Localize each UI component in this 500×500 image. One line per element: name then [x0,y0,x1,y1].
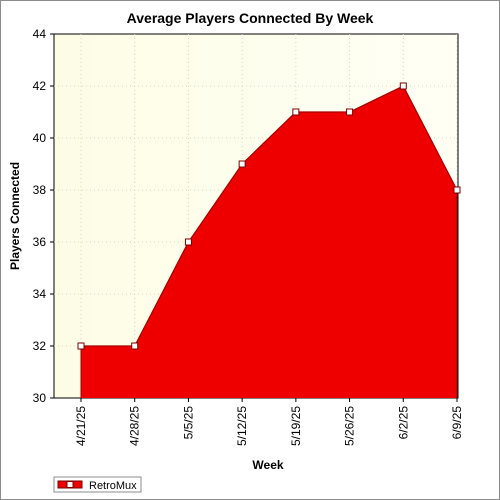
data-point-marker [453,186,461,194]
data-point-marker [77,342,85,350]
data-point-marker [346,108,354,116]
data-point-marker [292,108,300,116]
data-point-marker [238,160,246,168]
series-markers [77,82,461,350]
y-tick-label: 42 [33,79,47,93]
y-tick-label: 40 [33,131,47,145]
legend-label-retromux: RetroMux [89,480,137,492]
data-point-marker [399,82,407,90]
y-tick-label: 34 [33,287,47,301]
y-tick-label: 32 [33,339,47,353]
x-axis-title: Week [252,458,283,472]
x-tick-label: 6/9/25 [450,406,464,440]
y-tick-label: 30 [33,391,47,405]
chart-title: Average Players Connected By Week [127,10,374,26]
series-line-retromux [81,85,458,347]
y-tick-label: 44 [33,27,47,41]
series-area [80,85,458,398]
x-tick-label: 4/28/25 [128,406,142,446]
x-tick-label: 4/21/25 [74,406,88,446]
legend: RetroMux [53,476,142,493]
y-axis-title: Players Connected [8,162,22,270]
x-tick-label: 5/19/25 [289,406,303,446]
x-tick-label: 5/26/25 [343,406,357,446]
y-tick-label: 38 [33,183,47,197]
y-axis: 30 32 34 36 38 40 42 44 [33,27,54,405]
x-axis: 4/21/25 4/28/25 5/5/25 5/12/25 5/19/25 5/26/2… [74,398,464,446]
area-fill-retromux [81,86,457,398]
data-point-marker [184,238,192,246]
x-tick-label: 6/2/25 [396,406,410,440]
x-tick-label: 5/12/25 [235,406,249,446]
x-tick-label: 5/5/25 [181,406,195,440]
legend-marker [66,481,74,488]
data-point-marker [131,342,139,350]
y-tick-label: 36 [33,235,47,249]
